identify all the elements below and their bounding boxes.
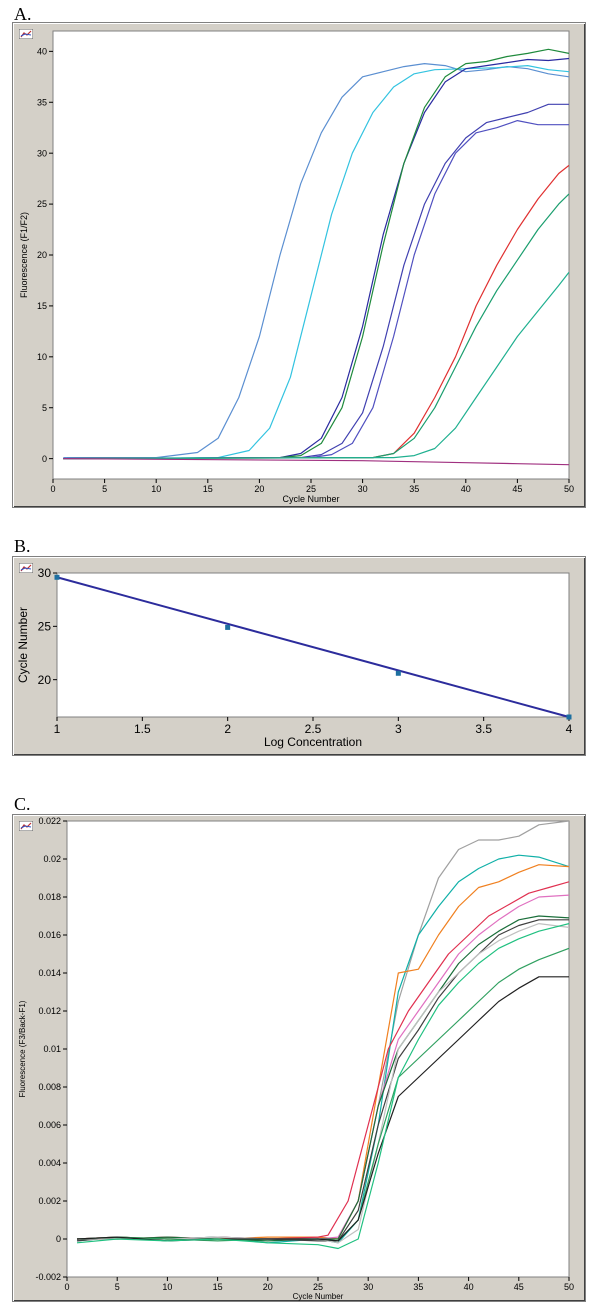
x-tick-label: 35	[413, 1282, 423, 1292]
data-point-1	[54, 574, 60, 580]
x-tick-label: 40	[464, 1282, 474, 1292]
y-tick-label: -0.002	[35, 1272, 61, 1282]
series-line-10	[63, 458, 569, 466]
y-tick-label: 0.012	[38, 1006, 61, 1016]
x-tick-label: 3.5	[475, 722, 492, 736]
y-tick-label: 25	[37, 199, 47, 209]
y-tick-label: 0.014	[38, 968, 61, 978]
chart-options-icon[interactable]	[19, 29, 33, 39]
panel-c-label: C.	[14, 794, 31, 814]
series-line-3	[63, 57, 569, 460]
x-tick-label: 0	[64, 1282, 69, 1292]
y-axis-label: Cycle Number	[16, 607, 30, 683]
series-line-9	[63, 271, 569, 460]
x-tick-label: 10	[162, 1282, 172, 1292]
series-line-9	[76, 947, 569, 1242]
series-line-6	[63, 120, 569, 460]
x-axis-label: Log Concentration	[264, 735, 362, 749]
data-point-2	[225, 624, 231, 630]
panel-b-label: B.	[14, 536, 31, 556]
y-tick-label: 15	[37, 301, 47, 311]
y-tick-label: 0.004	[38, 1158, 61, 1168]
y-tick-label: 10	[37, 352, 47, 362]
x-tick-label: 2.5	[305, 722, 322, 736]
x-tick-label: 25	[306, 484, 316, 494]
x-tick-label: 15	[203, 484, 213, 494]
y-tick-label: 0.002	[38, 1196, 61, 1206]
chart-options-icon[interactable]	[19, 821, 33, 831]
amplification-curves-chart: 0 5 10 15 20 25 30 35 40 45 50 0 5 10 15 20 25 30 35 40 Cycl…	[19, 30, 574, 504]
x-tick-label: 15	[213, 1282, 223, 1292]
y-tick-label: 5	[42, 403, 47, 413]
x-tick-label: 10	[151, 484, 161, 494]
y-tick-label: 0.022	[38, 816, 61, 826]
panel-a-chart: 0 5 10 15 20 25 30 35 40 45 50 0 5 10 15 20 25 30 35 40 Cycl…	[12, 22, 586, 508]
x-tick-label: 5	[115, 1282, 120, 1292]
y-axis-label: Fluorescence (F3/Back-F1)	[18, 1000, 27, 1097]
y-tick-label: 25	[38, 620, 52, 634]
melt-fluorescence-chart: 0 5 10 15 20 25 30 35 40 45 50-0.00200.0020.0040.0…	[18, 816, 574, 1301]
y-tick-label: 0.008	[38, 1082, 61, 1092]
panel-b-chart: 1 1.5 2 2.5 3 3.5 4 20 25 30 Log Concentration Cycl…	[12, 556, 586, 756]
x-tick-label: 25	[313, 1282, 323, 1292]
y-tick-label: 30	[37, 148, 47, 158]
x-tick-label: 45	[512, 484, 522, 494]
y-tick-label: 20	[38, 673, 52, 687]
series-line-2	[63, 65, 569, 460]
series-line-6	[77, 915, 569, 1242]
x-axis-label: Cycle Number	[293, 1292, 344, 1301]
x-tick-label: 1.5	[134, 722, 151, 736]
y-tick-label: 0	[56, 1234, 61, 1244]
y-axis-label: Fluorescence (F1/F2)	[19, 212, 29, 298]
y-tick-label: 40	[37, 47, 47, 57]
data-point-4	[566, 714, 572, 720]
x-tick-label: 30	[363, 1282, 373, 1292]
panel-c-chart: 0 5 10 15 20 25 30 35 40 45 50 -0.002 0 0.002 0.004 0.0…	[12, 814, 586, 1302]
y-tick-label: 0.016	[38, 930, 61, 940]
x-tick-label: 45	[514, 1282, 524, 1292]
x-tick-label: 20	[254, 484, 264, 494]
data-point-3	[395, 670, 401, 676]
series-line-5	[63, 103, 569, 460]
x-tick-label: 30	[358, 484, 368, 494]
series-line-8	[77, 923, 569, 1244]
x-tick-label: 2	[224, 722, 231, 736]
series-line-4	[63, 48, 569, 460]
x-tick-label: 1	[54, 722, 61, 736]
series-line-8	[63, 193, 569, 460]
x-tick-label: 0	[50, 484, 55, 494]
panel-a-label: A.	[14, 4, 32, 24]
y-tick-label: 0.006	[38, 1120, 61, 1130]
x-tick-label: 50	[564, 1282, 574, 1292]
x-tick-label: 20	[263, 1282, 273, 1292]
x-tick-label: 5	[102, 484, 107, 494]
y-tick-label: 0.02	[43, 854, 61, 864]
x-tick-label: 50	[564, 484, 574, 494]
y-tick-label: 0.018	[38, 892, 61, 902]
x-axis-label: Cycle Number	[282, 494, 339, 504]
x-tick-label: 40	[461, 484, 471, 494]
x-tick-label: 35	[409, 484, 419, 494]
standard-curve-chart: 1 1.5 2 2.5 3 3.5 4 20 25 30 Log Concentration Cycl…	[16, 566, 573, 749]
chart-options-icon[interactable]	[19, 563, 33, 573]
x-tick-label: 3	[395, 722, 402, 736]
series-line-11	[76, 923, 569, 1250]
y-tick-label: 0.01	[43, 1044, 61, 1054]
y-tick-label: 0	[42, 454, 47, 464]
x-tick-label: 4	[566, 722, 573, 736]
y-tick-label: 35	[37, 97, 47, 107]
regression-line	[56, 576, 570, 718]
plot-area	[52, 30, 570, 480]
y-tick-label: 20	[37, 250, 47, 260]
plot-area	[66, 820, 570, 1278]
y-tick-label: 30	[38, 566, 52, 580]
